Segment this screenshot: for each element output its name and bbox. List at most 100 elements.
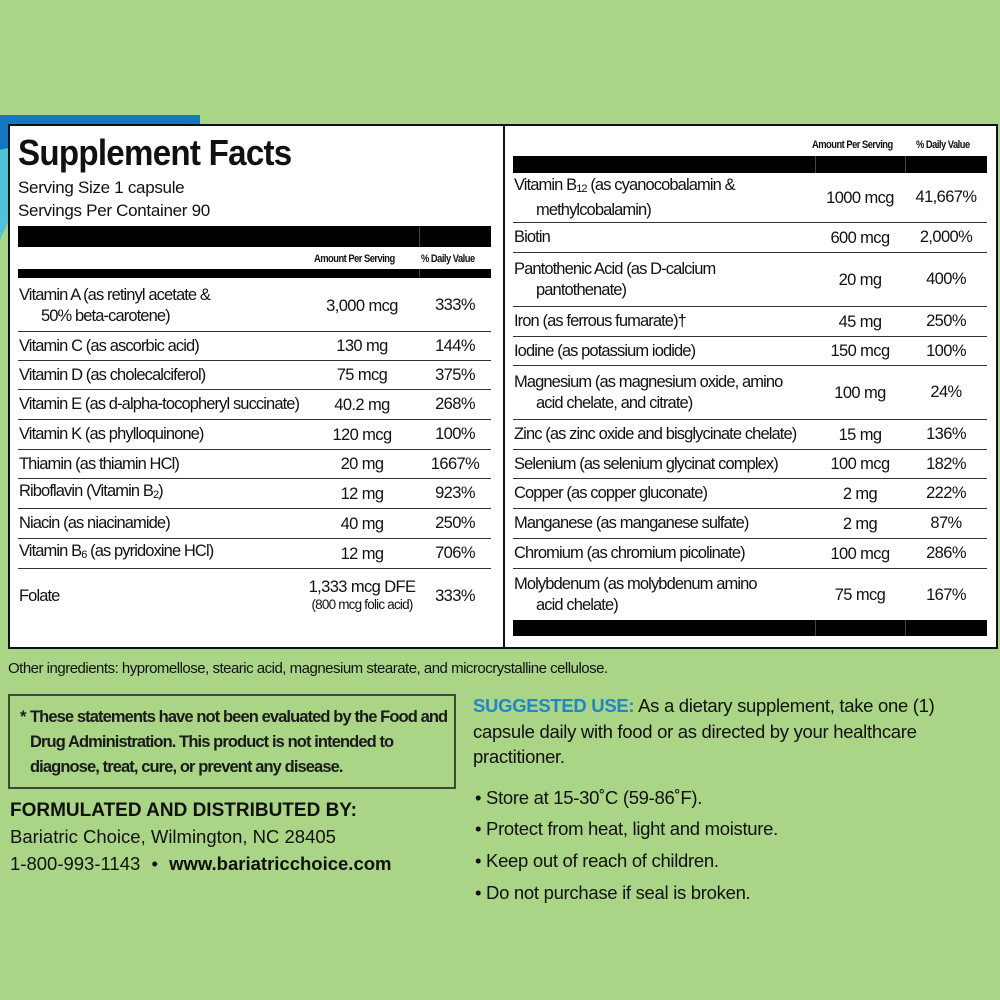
daily-value: 1667%	[430, 454, 480, 473]
amount-text: 600 mcg	[830, 228, 890, 247]
amount-text: 100 mcg	[830, 544, 890, 563]
website-link[interactable]: www.bariatricchoice.com	[169, 853, 392, 874]
bullet-text: Protect from heat, light and moisture.	[486, 818, 778, 839]
amount: 20 mg	[815, 271, 905, 289]
nutrient-name: Vitamin C (as ascorbic acid)	[18, 336, 305, 357]
amount: 2 mg	[815, 485, 905, 503]
amount: 1000 mcg	[815, 189, 905, 207]
nutrient-row: Vitamin A (as retinyl acetate & 50% beta-…	[18, 280, 491, 332]
other-ingredients: Other ingredients: hypromellose, stearic…	[8, 660, 608, 677]
nutrient-name: Riboflavin (Vitamin B2)	[18, 481, 305, 506]
nutrient-row: Vitamin C (as ascorbic acid) 130 mg 144%	[18, 332, 491, 361]
name-text: Magnesium (as magnesium oxide, amino	[514, 372, 783, 391]
name-text: Biotin	[514, 228, 551, 246]
name-text: (as cyanocobalamin &	[586, 175, 735, 194]
amount-text: 3,000 mcg	[326, 296, 398, 315]
nutrient-row: Biotin 600 mcg 2,000%	[513, 223, 987, 253]
name-text: Niacin (as niacinamide)	[19, 514, 171, 532]
nutrient-row: Vitamin D (as cholecalciferol) 75 mcg 375%	[18, 361, 491, 390]
nutrient-name: Vitamin B6 (as pyridoxine HCl)	[18, 541, 305, 566]
amount-text: 1000 mcg	[826, 188, 894, 207]
distributor-contact: 1-800-993-1143 • www.bariatricchoice.com	[10, 853, 391, 875]
nutrient-name: Vitamin K (as phylloquinone)	[18, 424, 305, 445]
daily-value: 100%	[926, 341, 966, 360]
amount-text: 120 mcg	[332, 425, 392, 444]
supplement-facts-panel: Supplement Facts Serving Size 1 capsule …	[8, 124, 998, 649]
nutrient-row: Folate 1,333 mcg DFE (800 mcg folic acid) 3…	[18, 569, 491, 623]
daily-value: 268%	[435, 395, 475, 413]
bullet-text: Do not purchase if seal is broken.	[486, 882, 751, 903]
left-nutrient-table: Vitamin A (as retinyl acetate & 50% beta-…	[18, 280, 491, 623]
amount-text: 75 mcg	[834, 586, 886, 604]
daily-value: 333%	[435, 296, 475, 314]
daily-value: 706%	[435, 544, 475, 562]
amount: 100 mcg	[815, 455, 905, 473]
daily-value: 182%	[926, 454, 966, 473]
divider-bar	[18, 226, 491, 247]
servings-per-container: Servings Per Container 90	[18, 201, 210, 220]
divider-bar	[18, 269, 491, 278]
amount-text: 1,333 mcg DFE	[308, 578, 416, 596]
amount: 100 mcg	[815, 545, 905, 563]
panel-title: Supplement Facts	[18, 132, 292, 173]
nutrient-row: Magnesium (as magnesium oxide, amino acid…	[513, 366, 987, 420]
disclaimer-text: These statements have not been evaluated…	[30, 708, 448, 776]
nutrient-row: Vitamin E (as d-alpha-tocopheryl succina…	[18, 390, 491, 420]
fda-disclaimer-box: * These statements have not been evaluat…	[8, 694, 456, 789]
storage-bullet: • Protect from heat, light and moisture.	[475, 818, 778, 839]
nutrient-name: Iodine (as potassium iodide)	[513, 341, 815, 362]
name-text-line2: methylcobalamin)	[536, 200, 652, 219]
daily-value: 375%	[435, 365, 475, 384]
phone-number: 1-800-993-1143	[10, 853, 141, 874]
amount: 15 mg	[815, 426, 905, 444]
daily-value: 222%	[926, 484, 966, 502]
name-text-line2: pantothenate)	[536, 280, 627, 299]
amount-text: 150 mcg	[830, 342, 890, 360]
name-text: Riboflavin (Vitamin B	[19, 482, 154, 500]
amount: 12 mg	[305, 485, 419, 503]
bullet-text: Store at 15-30˚C (59-86˚F).	[486, 787, 703, 808]
nutrient-name: Vitamin D (as cholecalciferol)	[18, 365, 305, 386]
name-text: Vitamin E (as d-alpha-tocopheryl succina…	[19, 395, 300, 413]
daily-value: 250%	[926, 312, 966, 330]
nutrient-row: Thiamin (as thiamin HCl) 20 mg 1667%	[18, 450, 491, 479]
daily-value: 100%	[435, 425, 475, 443]
amount: 40 mg	[305, 515, 419, 533]
nutrient-row: Selenium (as selenium glycinat complex) 1…	[513, 450, 987, 479]
name-text: Vitamin B	[514, 175, 577, 194]
amount-text: 2 mg	[842, 484, 878, 503]
amount: 1,333 mcg DFE (800 mcg folic acid)	[305, 578, 419, 614]
nutrient-row: Manganese (as manganese sulfate) 2 mg 87%	[513, 509, 987, 539]
amount-text: 15 mg	[838, 425, 882, 444]
name-text: Selenium (as selenium glycinat complex)	[514, 454, 779, 473]
amount-text: 40.2 mg	[334, 395, 390, 414]
col-amount-header-right: Amount Per Serving	[812, 139, 893, 151]
nutrient-name: Zinc (as zinc oxide and bisglycinate che…	[513, 424, 815, 445]
amount-text: 20 mg	[838, 270, 882, 289]
amount: 40.2 mg	[305, 396, 419, 414]
nutrient-name: Molybdenum (as molybdenum amino acid chel…	[513, 574, 815, 616]
nutrient-name: Iron (as ferrous fumarate)†	[513, 311, 815, 332]
amount-text: 45 mg	[838, 312, 882, 331]
disclaimer-asterisk: *	[20, 708, 26, 726]
storage-bullet: • Keep out of reach of children.	[475, 850, 719, 871]
nutrient-name: Thiamin (as thiamin HCl)	[18, 454, 305, 475]
subscript: 6	[81, 549, 87, 561]
name-text: Thiamin (as thiamin HCl)	[19, 454, 180, 473]
amount: 130 mg	[305, 337, 419, 355]
daily-value: 144%	[435, 336, 475, 355]
amount-text: 75 mcg	[336, 366, 388, 384]
amount: 12 mg	[305, 545, 419, 563]
nutrient-row: Pantothenic Acid (as D-calcium pantothena…	[513, 253, 987, 307]
storage-bullet: • Do not purchase if seal is broken.	[475, 882, 751, 903]
subscript: 12	[576, 182, 587, 195]
daily-value: 286%	[926, 544, 966, 562]
amount-text: 12 mg	[340, 544, 384, 563]
amount-text: 12 mg	[340, 484, 384, 503]
name-text: Iodine (as potassium iodide)	[514, 341, 696, 360]
daily-value: 136%	[926, 425, 966, 443]
daily-value: 41,667%	[915, 188, 978, 206]
name-text: Vitamin B	[19, 542, 82, 560]
name-text: Chromium (as chromium picolinate)	[514, 544, 746, 562]
name-text-line2: 50% beta-carotene)	[41, 306, 171, 325]
